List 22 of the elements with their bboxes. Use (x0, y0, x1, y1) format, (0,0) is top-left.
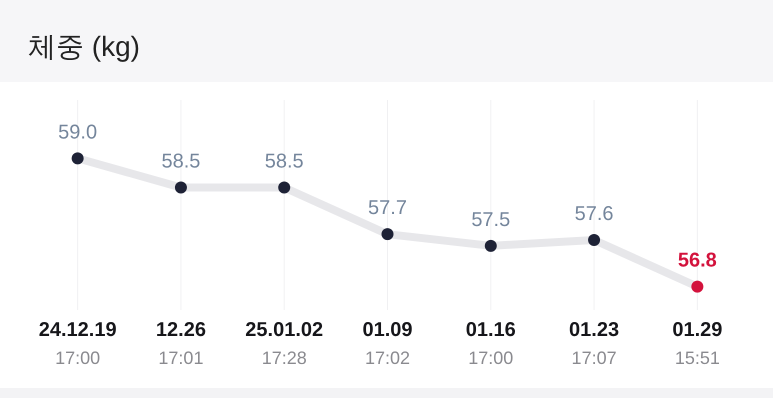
x-tick-label: 01.29 15:51 (672, 319, 722, 368)
point (588, 234, 600, 246)
x-tick-label: 01.23 17:07 (569, 319, 620, 368)
data-label: 58.5 (264, 150, 304, 172)
data-label: 57.5 (471, 208, 510, 231)
x-tick-label: 24.12.19 17:00 (38, 319, 117, 368)
data-label: 58.5 (161, 150, 200, 172)
data-label: 57.6 (574, 203, 614, 225)
data-label: 57.7 (368, 197, 407, 220)
chart-title: 체중 (kg) (28, 30, 140, 64)
point (72, 152, 84, 164)
point (691, 280, 704, 293)
x-tick-label: 25.01.02 17:28 (245, 319, 324, 368)
point (278, 182, 290, 194)
x-tick-label: 12.26 17:01 (156, 319, 206, 368)
x-tick-label: 01.16 17:00 (466, 319, 516, 368)
data-label: 56.8 (678, 250, 717, 272)
data-label: 59.0 (58, 121, 98, 144)
point (174, 182, 187, 194)
point (382, 228, 394, 240)
point (484, 240, 497, 252)
x-tick-label: 01.09 17:02 (362, 319, 413, 368)
